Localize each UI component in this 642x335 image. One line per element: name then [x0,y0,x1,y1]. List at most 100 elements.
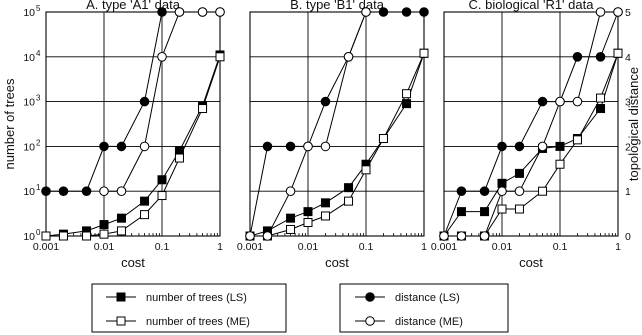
data-point [361,165,371,175]
data-point [320,96,331,107]
chart-title: C. biological 'R1' data [469,0,595,12]
data-point [555,141,565,151]
data-point [572,135,582,145]
data-point [479,186,490,196]
data-point [140,210,150,220]
data-point [58,186,69,196]
data-point [401,7,412,17]
data-point [41,231,51,241]
y-tick-label: 10 [23,186,35,198]
data-point [402,89,412,99]
data-point [613,48,623,58]
y-axis-label: number of trees [2,78,17,170]
data-point [572,96,583,107]
y2-tick-label: 1 [625,186,631,198]
series-line [249,11,424,237]
data-point [139,141,150,152]
data-point [99,220,109,230]
y-tick-label: 10 [23,97,35,109]
data-point [497,141,507,152]
y2-tick-label: 0 [625,231,631,243]
data-point [537,141,548,152]
data-point [595,7,606,17]
legend-marker [365,316,375,326]
data-point [378,7,389,17]
y-tick-exponent: 5 [36,4,41,13]
data-point [116,186,127,196]
data-point [613,7,623,17]
legend-box [339,283,509,333]
data-point [595,52,606,62]
data-point [303,141,313,152]
data-point [303,207,313,217]
data-point [286,224,296,234]
data-point [596,104,606,114]
series-line [249,53,425,237]
data-point [361,7,371,17]
series-filled-square [41,50,225,241]
data-point [320,198,330,208]
data-point [514,168,524,178]
x-tick-label: 0.01 [298,241,319,253]
data-point [285,141,296,152]
data-point [81,186,92,196]
data-point [116,213,126,223]
y-tick-label: 10 [23,7,35,19]
data-point [456,207,466,217]
data-point [497,186,507,196]
x-axis-label: cost [325,255,349,270]
plot-frame [249,11,425,237]
y2-tick-label: 2 [625,141,631,153]
data-point [456,186,467,196]
x-tick-label: 0.01 [94,241,115,253]
data-point [419,48,429,58]
x-axis-label: cost [121,255,145,270]
data-point [572,52,583,62]
x-tick-label: 1 [421,241,427,253]
x-tick-label: 0.01 [492,241,513,253]
data-point [344,196,354,206]
x-axis-label: cost [519,255,543,270]
chart-title: A. type 'A1' data [86,0,181,12]
data-point [157,175,167,185]
chart-panel-3: C. biological 'R1' data 0.001 0.01 0.1 1 cost… [431,0,641,270]
data-point [514,186,525,196]
data-point [197,7,208,17]
x-tick-label: 1 [615,241,621,253]
data-point [538,186,548,196]
data-point [174,7,185,17]
chart-title: B. type 'B1' data [290,0,385,12]
x-tick-label: 0.1 [553,241,568,253]
data-point [157,191,167,201]
data-point [262,141,273,152]
y-tick-exponent: 0 [36,228,41,237]
data-point [402,99,412,109]
legend-marker [116,292,126,302]
series-open-circle [245,7,371,241]
data-point [480,207,490,217]
data-point [215,7,225,17]
x-tick-label: 0.001 [431,241,457,253]
data-point [320,141,331,152]
data-point [514,141,525,152]
series-line [444,11,618,237]
data-point [116,226,126,236]
data-point [245,231,255,241]
data-point [262,231,273,241]
data-point [99,186,109,196]
data-point [99,229,109,239]
data-point [320,211,330,221]
legend-label: distance (LS) [395,292,460,304]
y-tick-label: 10 [23,52,35,64]
data-point [343,52,354,62]
data-point [41,186,51,196]
data-point [537,96,548,107]
data-point [378,134,388,144]
series-open-circle [439,7,623,241]
series-line [444,53,619,237]
data-point [419,7,429,17]
data-point [174,153,184,163]
series-filled-circle [245,7,429,241]
legend-marker [365,292,375,302]
